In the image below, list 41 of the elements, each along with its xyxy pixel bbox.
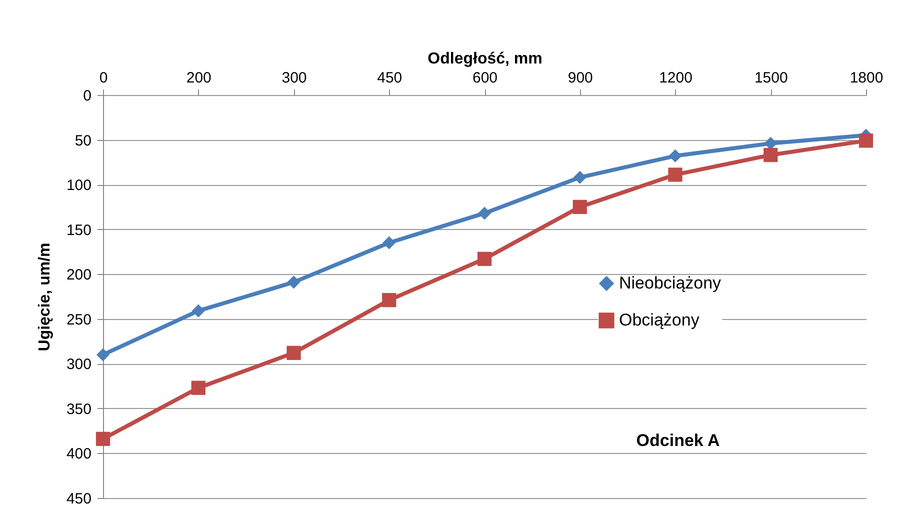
point (287, 276, 300, 289)
point (191, 380, 206, 395)
y-tick-label: 100 (66, 177, 92, 194)
point (477, 252, 492, 266)
point (382, 293, 396, 308)
legend-label: Obciążony (619, 310, 700, 330)
x-tick-label: 900 (568, 70, 593, 86)
point (764, 136, 778, 150)
x-tick-label: 450 (377, 70, 402, 86)
point (96, 432, 110, 446)
point (286, 346, 301, 360)
point (382, 236, 396, 250)
point (478, 206, 492, 220)
y-tick-label: 150 (66, 222, 92, 239)
x-tick-label: 1800 (850, 70, 884, 86)
annotation: Odcinek A (636, 431, 720, 450)
x-tick-label: 600 (472, 70, 498, 86)
x-tick-label: 1500 (754, 70, 788, 86)
y-tick-label: 350 (66, 400, 92, 418)
legend-label: Nieobciążony (619, 274, 722, 292)
point (96, 348, 110, 362)
point (668, 168, 682, 182)
y-axis-title: Ugięcie, um/m (36, 242, 54, 352)
x-tick-label: 1200 (659, 70, 692, 86)
y-tick-label: 200 (66, 266, 92, 284)
y-tick-label: 0 (83, 88, 92, 104)
point (858, 134, 874, 148)
point (668, 149, 682, 162)
x-axis-title: Odległość, mm (428, 50, 542, 68)
y-tick-label: 300 (66, 356, 92, 374)
x-tick-label: 0 (99, 70, 108, 86)
y-tick-label: 400 (66, 446, 92, 463)
point (572, 200, 587, 214)
point (764, 148, 778, 162)
point (573, 170, 586, 184)
y-tick-label: 250 (66, 311, 92, 328)
y-tick-label: 50 (74, 132, 92, 150)
x-tick-label: 200 (186, 70, 212, 86)
y-tick-label: 450 (66, 490, 92, 508)
x-tick-label: 300 (282, 70, 307, 86)
point (192, 304, 205, 318)
